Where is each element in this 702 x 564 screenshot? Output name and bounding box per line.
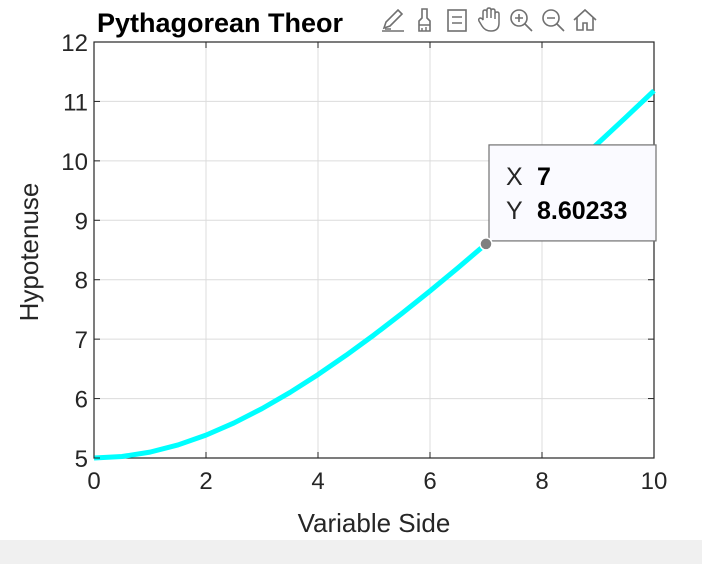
datatip-marker[interactable] xyxy=(479,237,493,251)
legend-icon[interactable] xyxy=(442,3,472,37)
y-tick-label: 9 xyxy=(75,208,88,235)
x-tick-label: 10 xyxy=(641,468,668,495)
y-tick-label: 8 xyxy=(75,268,88,295)
plot-area[interactable] xyxy=(93,41,655,459)
y-tick-label: 12 xyxy=(61,30,88,57)
chart-title: Pythagorean Theor xyxy=(97,8,344,38)
datatip-box xyxy=(488,144,657,242)
x-tick-label: 0 xyxy=(87,468,100,495)
grid xyxy=(93,41,655,459)
y-axis-label: Hypotenuse xyxy=(14,183,44,322)
x-tick-label: 4 xyxy=(311,468,324,495)
datatip-y-value: 8.60233 xyxy=(537,197,627,225)
y-tick-label: 6 xyxy=(75,387,88,414)
edit-plot-icon[interactable] xyxy=(378,3,408,37)
x-tick-label: 8 xyxy=(535,468,548,495)
datatip-x-key: X xyxy=(506,163,523,191)
y-tick-label: 11 xyxy=(63,89,88,116)
figure-window: 0 2 4 6 8 10 5 6 7 8 9 10 11 12 Variable Side Hypoten… xyxy=(14,2,668,538)
zoom-in-icon[interactable] xyxy=(506,3,536,37)
datatip-x-value: 7 xyxy=(537,163,551,191)
home-icon[interactable] xyxy=(570,3,600,37)
axes-toolbar xyxy=(378,2,600,38)
axis-ticks: 0 2 4 6 8 10 5 6 7 8 9 10 11 12 xyxy=(61,30,667,495)
status-strip xyxy=(0,540,702,564)
y-tick-label: 7 xyxy=(75,327,88,354)
chart: 0 2 4 6 8 10 5 6 7 8 9 10 11 12 Variable Side Hypoten… xyxy=(14,8,667,538)
datatip-y-key: Y xyxy=(506,197,523,225)
zoom-out-icon[interactable] xyxy=(538,3,568,37)
x-axis-label: Variable Side xyxy=(298,508,451,538)
datatip[interactable]: X 7 Y 8.60233 xyxy=(479,144,657,251)
x-tick-label: 2 xyxy=(199,468,212,495)
x-tick-label: 6 xyxy=(423,468,436,495)
y-tick-label: 5 xyxy=(75,446,88,473)
brush-icon[interactable] xyxy=(410,3,440,37)
y-tick-label: 10 xyxy=(61,149,88,176)
pan-hand-icon[interactable] xyxy=(474,3,504,37)
